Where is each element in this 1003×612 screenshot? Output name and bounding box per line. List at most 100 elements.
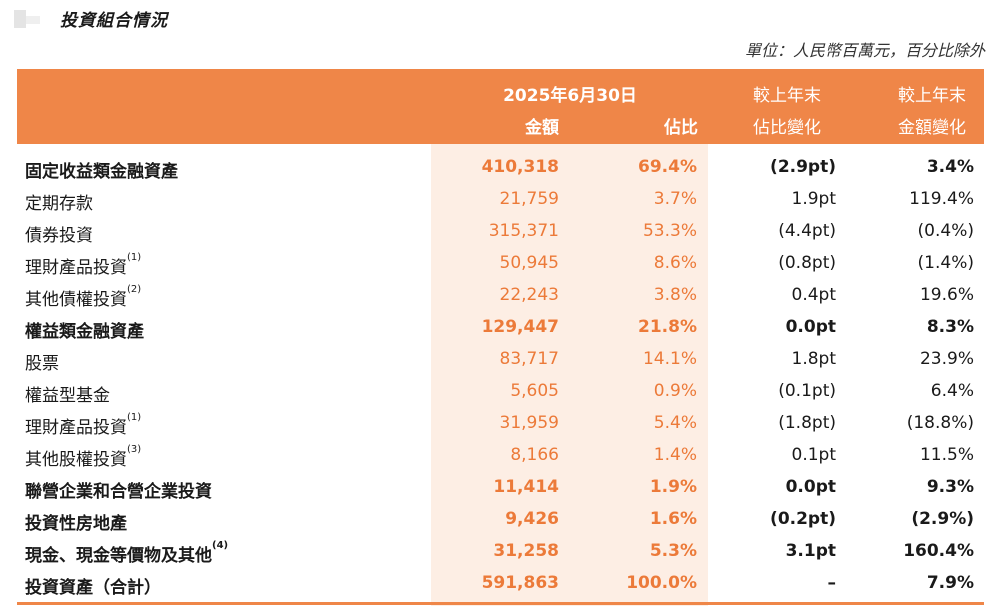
row-change-amount: 160.4% [903, 541, 974, 561]
footnote-ref: (1) [127, 252, 142, 263]
row-label: 其他股權投資(3) [25, 444, 142, 470]
footnote-ref: (1) [127, 412, 142, 423]
row-amount: 315,371 [488, 221, 559, 241]
row-percent: 1.4% [653, 445, 697, 465]
table-row: 其他債權投資(2) 22,243 3.8% 0.4pt 19.6% [17, 278, 984, 310]
row-change-amount: (18.8%) [906, 413, 974, 433]
row-label: 股票 [25, 354, 59, 374]
row-percent: 100.0% [626, 573, 697, 593]
table-row: 權益型基金 5,605 0.9% (0.1pt) 6.4% [17, 374, 984, 406]
row-change-amount: 7.9% [926, 573, 974, 593]
logo-mark [14, 10, 40, 28]
row-change-percent: 3.1pt [785, 541, 836, 561]
row-percent: 3.8% [653, 285, 697, 305]
row-label: 權益類金融資產 [25, 322, 144, 342]
footnote-ref: (2) [127, 284, 142, 295]
header-amount: 金額 [525, 118, 559, 138]
row-label: 其他債權投資(2) [25, 284, 142, 310]
row-label: 聯營企業和合營企業投資 [25, 482, 212, 502]
table-row: 現金、現金等價物及其他(4) 31,258 5.3% 3.1pt 160.4% [17, 534, 984, 566]
row-label: 理財產品投資(1) [25, 252, 142, 278]
table-row: 定期存款 21,759 3.7% 1.9pt 119.4% [17, 182, 984, 214]
investment-portfolio-table: 2025年6月30日 金額 佔比 較上年末 佔比變化 較上年末 金額變化 固定收… [17, 69, 984, 606]
row-change-amount: 3.4% [926, 157, 974, 177]
table-row: 債券投資 315,371 53.3% (4.4pt) (0.4%) [17, 214, 984, 246]
table-header: 2025年6月30日 金額 佔比 較上年末 佔比變化 較上年末 金額變化 [17, 69, 984, 144]
row-amount: 410,318 [481, 157, 559, 177]
row-change-amount: 6.4% [930, 381, 974, 401]
row-percent: 53.3% [642, 221, 697, 241]
unit-note: 單位：人民幣百萬元，百分比除外 [744, 41, 985, 60]
row-label: 投資性房地產 [25, 514, 127, 534]
row-amount: 83,717 [499, 349, 559, 369]
header-change-percent-line1: 較上年末 [753, 86, 821, 106]
row-amount: 591,863 [481, 573, 559, 593]
row-label: 定期存款 [25, 194, 93, 214]
row-label: 投資資產（合計） [25, 578, 161, 598]
row-label-text: 理財產品投資 [25, 418, 127, 438]
row-amount: 5,605 [510, 381, 559, 401]
section-title: 投資組合情況 [60, 11, 168, 31]
row-amount: 50,945 [499, 253, 559, 273]
row-amount: 129,447 [481, 317, 559, 337]
row-change-percent: 0.1pt [791, 445, 837, 465]
row-label-text: 其他債權投資 [25, 290, 127, 310]
row-label: 理財產品投資(1) [25, 412, 142, 438]
row-change-amount: (0.4%) [917, 221, 974, 241]
row-amount: 21,759 [499, 189, 559, 209]
footnote-ref: (4) [212, 540, 229, 551]
row-change-percent: 1.9pt [791, 189, 837, 209]
row-percent: 69.4% [638, 157, 697, 177]
header-change-amount-line2: 金額變化 [898, 118, 966, 138]
row-change-percent: (4.4pt) [778, 221, 836, 241]
row-label: 固定收益類金融資產 [25, 162, 178, 182]
table-row: 其他股權投資(3) 8,166 1.4% 0.1pt 11.5% [17, 438, 984, 470]
row-label-text: 其他股權投資 [25, 450, 127, 470]
table-row: 理財產品投資(1) 50,945 8.6% (0.8pt) (1.4%) [17, 246, 984, 278]
row-change-amount: (2.9%) [911, 509, 974, 529]
row-percent: 5.4% [653, 413, 697, 433]
row-label: 權益型基金 [25, 386, 110, 406]
row-percent: 1.9% [649, 477, 697, 497]
header-date: 2025年6月30日 [503, 86, 637, 106]
row-percent: 14.1% [642, 349, 697, 369]
row-percent: 8.6% [653, 253, 697, 273]
row-percent: 0.9% [653, 381, 697, 401]
table-row: 權益類金融資產 129,447 21.8% 0.0pt 8.3% [17, 310, 984, 342]
row-amount: 22,243 [499, 285, 559, 305]
header-change-amount-line1: 較上年末 [898, 86, 966, 106]
table-row: 股票 83,717 14.1% 1.8pt 23.9% [17, 342, 984, 374]
row-amount: 8,166 [510, 445, 559, 465]
table-row: 聯營企業和合營企業投資 11,414 1.9% 0.0pt 9.3% [17, 470, 984, 502]
header-percent: 佔比 [664, 118, 698, 138]
row-percent: 21.8% [638, 317, 697, 337]
row-amount: 11,414 [493, 477, 559, 497]
row-change-percent: – [827, 573, 837, 593]
row-percent: 1.6% [649, 509, 697, 529]
row-change-percent: (1.8pt) [778, 413, 836, 433]
row-change-percent: (0.8pt) [778, 253, 836, 273]
row-percent: 3.7% [653, 189, 697, 209]
row-label: 債券投資 [25, 226, 93, 246]
row-label: 現金、現金等價物及其他(4) [25, 540, 229, 566]
row-change-amount: 119.4% [909, 189, 974, 209]
row-amount: 31,258 [493, 541, 559, 561]
row-change-amount: 9.3% [926, 477, 974, 497]
row-change-percent: (0.1pt) [778, 381, 836, 401]
footnote-ref: (3) [127, 444, 142, 455]
table-row: 理財產品投資(1) 31,959 5.4% (1.8pt) (18.8%) [17, 406, 984, 438]
row-change-percent: 0.0pt [785, 477, 836, 497]
table-row: 固定收益類金融資產 410,318 69.4% (2.9pt) 3.4% [17, 150, 984, 182]
row-change-amount: 11.5% [919, 445, 974, 465]
row-change-percent: 1.8pt [791, 349, 837, 369]
row-label-text: 現金、現金等價物及其他 [25, 546, 212, 566]
row-change-percent: (2.9pt) [770, 157, 836, 177]
row-change-percent: 0.0pt [785, 317, 836, 337]
highlight-column [431, 144, 708, 606]
row-label-text: 理財產品投資 [25, 258, 127, 278]
table-row: 投資資產（合計） 591,863 100.0% – 7.9% [17, 566, 984, 598]
row-amount: 9,426 [505, 509, 559, 529]
row-percent: 5.3% [649, 541, 697, 561]
bottom-rule [17, 602, 984, 605]
row-amount: 31,959 [499, 413, 559, 433]
